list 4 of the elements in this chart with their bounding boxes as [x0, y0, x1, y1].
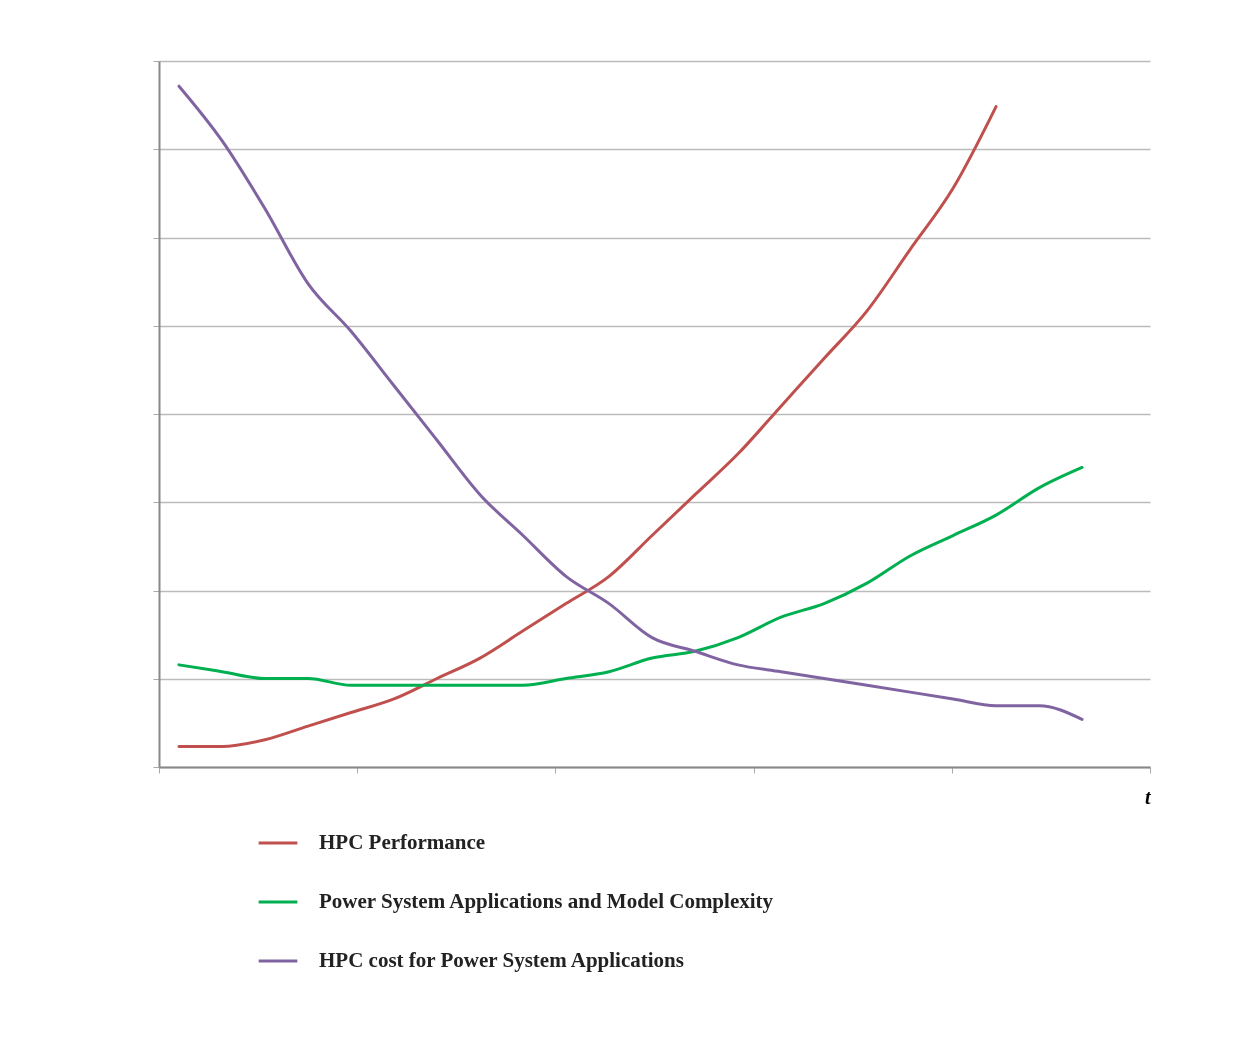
legend-label: Power System Applications and Model Complexity — [319, 889, 774, 913]
x-axis-title: t — [1144, 786, 1152, 808]
legend-label: HPC Performance — [319, 830, 486, 854]
legend-label: HPC cost for Power System Applications — [319, 948, 684, 972]
